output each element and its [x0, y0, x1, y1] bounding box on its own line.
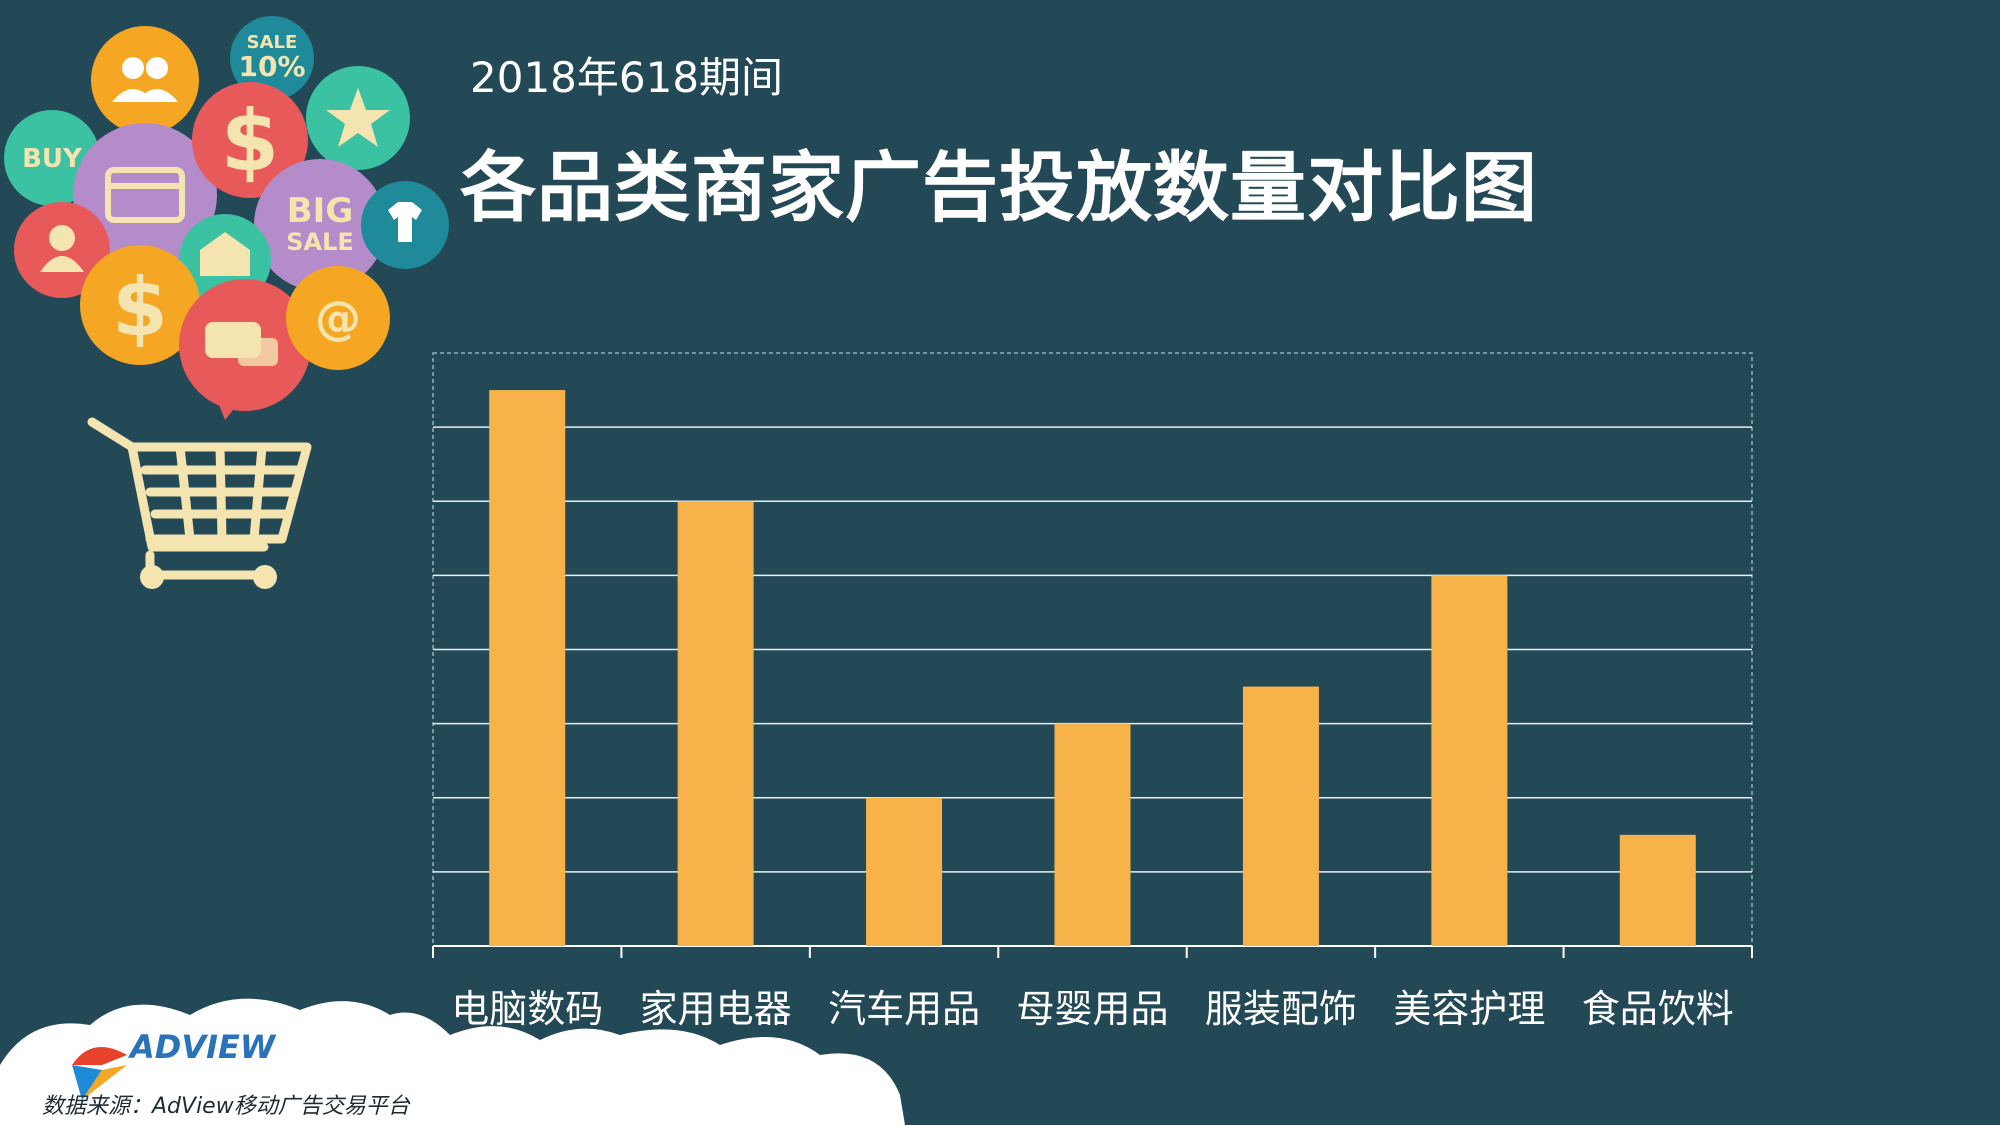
shopping-decoration: SALE 10% BUY $ BIG SALE $ @: [4, 16, 449, 589]
chart-subtitle: 2018年618期间: [470, 53, 784, 102]
x-tick-label: 汽车用品: [828, 987, 980, 1031]
bar: [1619, 834, 1696, 946]
chart-title: 各品类商家广告投放数量对比图: [460, 143, 1538, 232]
dollar-glyph-2: $: [112, 261, 168, 354]
x-tick-label: 母婴用品: [1016, 987, 1168, 1031]
at-icon: [286, 266, 390, 370]
at-glyph: @: [315, 291, 361, 345]
dollar-icon: [80, 245, 200, 365]
users-icon: [91, 26, 199, 134]
brand-logo-text: ADVIEW: [127, 1028, 277, 1066]
x-tick-label: 服装配饰: [1205, 987, 1357, 1031]
data-source: 数据来源：AdView移动广告交易平台: [42, 1094, 410, 1119]
bar: [866, 797, 943, 946]
x-tick-label: 美容护理: [1393, 987, 1545, 1031]
x-tick-label: 食品饮料: [1582, 987, 1734, 1031]
shopping-cart-icon: [87, 417, 312, 580]
big-sale-label: SALE: [286, 228, 354, 256]
bar: [1242, 686, 1319, 946]
dollar-glyph: $: [221, 92, 279, 190]
x-tick-label: 家用电器: [640, 987, 792, 1031]
sale-badge: [230, 16, 314, 100]
bar: [489, 390, 566, 946]
big-label: BIG: [287, 191, 353, 231]
sale-badge-label: SALE: [247, 32, 298, 53]
buy-badge-label: BUY: [22, 144, 83, 174]
discount-badge-label: 10%: [238, 50, 305, 83]
bar: [1054, 723, 1131, 946]
x-tick-label: 电脑数码: [451, 987, 603, 1031]
footer-cloud: ADVIEW: [0, 998, 905, 1125]
credit-card-icon: [73, 123, 217, 267]
dollar-icon: [192, 82, 308, 198]
big-sale-badge: [254, 159, 386, 291]
bar: [677, 501, 754, 946]
bar: [1431, 575, 1508, 946]
